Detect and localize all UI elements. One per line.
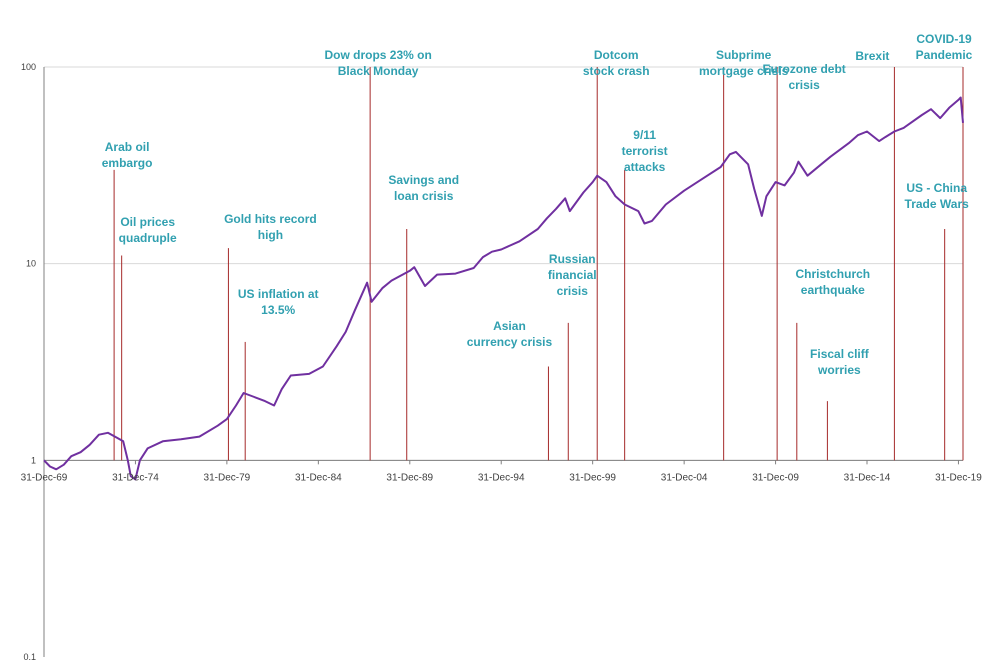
annotation-line: US - China: [906, 181, 967, 195]
annotation-line: quadruple: [119, 231, 177, 245]
annotation-line: Christchurch: [795, 267, 870, 281]
x-tick-label: 31-Dec-69: [21, 472, 68, 483]
annotation-line: currency crisis: [467, 335, 553, 349]
annotation-line: attacks: [624, 160, 666, 174]
y-tick-label: 10: [26, 259, 36, 269]
annotation-label: Subprime mortgage crisis: [699, 48, 789, 78]
annotation-line: Dow drops 23% on: [324, 48, 431, 62]
annotation-line: Oil prices: [120, 215, 175, 229]
event-annotations: Arab oil embargo Oil prices quadruple Gold h…: [102, 32, 973, 377]
annotation-line: financial: [548, 268, 597, 282]
annotation-label: 9/11 terrorist attacks: [622, 128, 668, 174]
annotation-line: Arab oil: [105, 140, 150, 154]
annotation-line: mortgage crisis: [699, 64, 789, 78]
annotation-label: Fiscal cliff worries: [810, 347, 870, 377]
annotation-line: Eurozone debt: [762, 62, 845, 76]
annotation-line: 13.5%: [261, 303, 295, 317]
series-layer: [43, 96, 964, 481]
annotation-line: 9/11: [633, 128, 656, 142]
x-tick-label: 31-Dec-19: [935, 472, 982, 483]
annotation-label: Brexit: [855, 49, 889, 63]
annotation-label: Arab oil embargo: [102, 140, 153, 170]
annotation-line: Gold hits record: [224, 212, 317, 226]
annotation-label: US - China Trade Wars: [905, 181, 970, 211]
annotation-line: loan crisis: [394, 189, 454, 203]
annotation-line: Subprime: [716, 48, 772, 62]
annotation-label: Dow drops 23% on Black Monday: [324, 48, 431, 78]
annotation-line: crisis: [557, 284, 589, 298]
y-tick-label: 0.1: [23, 652, 36, 662]
annotation-label: Savings and loan crisis: [388, 173, 459, 203]
annotation-label: COVID-19 Pandemic: [916, 32, 973, 62]
annotation-line: Brexit: [855, 49, 889, 63]
x-tick-label: 31-Dec-84: [295, 472, 342, 483]
annotation-line: Pandemic: [916, 48, 973, 62]
axes: [43, 67, 963, 657]
x-tick-label: 31-Dec-99: [569, 472, 616, 483]
annotation-line: Black Monday: [338, 64, 419, 78]
annotation-line: Dotcom: [594, 48, 639, 62]
annotation-line: crisis: [788, 78, 820, 92]
annotation-line: Fiscal cliff: [810, 347, 870, 361]
annotation-label: Christchurch earthquake: [795, 267, 870, 297]
annotation-line: US inflation at: [238, 287, 319, 301]
x-tick-label: 31-Dec-74: [112, 472, 159, 483]
annotation-label: Russian financial crisis: [548, 252, 597, 298]
x-tick-label: 31-Dec-09: [752, 472, 799, 483]
annotation-line: terrorist: [622, 144, 668, 158]
x-tick-label: 31-Dec-94: [478, 472, 525, 483]
annotation-line: worries: [817, 363, 861, 377]
x-tick-label: 31-Dec-04: [661, 472, 708, 483]
x-tick-label: 31-Dec-79: [204, 472, 251, 483]
annotation-line: Savings and: [388, 173, 459, 187]
annotation-line: Russian: [549, 252, 596, 266]
annotation-line: earthquake: [801, 283, 865, 297]
annotation-label: Eurozone debt crisis: [762, 62, 845, 92]
annotation-label: Asian currency crisis: [467, 319, 553, 349]
x-tick-label: 31-Dec-14: [844, 472, 891, 483]
annotation-label: Dotcom stock crash: [583, 48, 650, 78]
annotation-label: Oil prices quadruple: [119, 215, 177, 245]
tick-labels: 0.1 1 10 100 31-Dec-69 31-Dec-74 31-Dec-79 31-D…: [21, 62, 983, 662]
y-tick-label: 100: [21, 62, 36, 72]
annotation-line: Trade Wars: [905, 197, 970, 211]
annotation-line: Asian: [493, 319, 526, 333]
annotation-line: embargo: [102, 156, 153, 170]
annotation-line: stock crash: [583, 64, 650, 78]
annotation-line: high: [258, 228, 283, 242]
annotation-line: COVID-19: [916, 32, 972, 46]
series-line: [43, 96, 964, 481]
annotation-label: US inflation at 13.5%: [238, 287, 319, 317]
y-tick-label: 1: [31, 455, 36, 465]
annotation-label: Gold hits record high: [224, 212, 317, 242]
x-tick-label: 31-Dec-89: [386, 472, 433, 483]
gridlines: [44, 66, 963, 461]
